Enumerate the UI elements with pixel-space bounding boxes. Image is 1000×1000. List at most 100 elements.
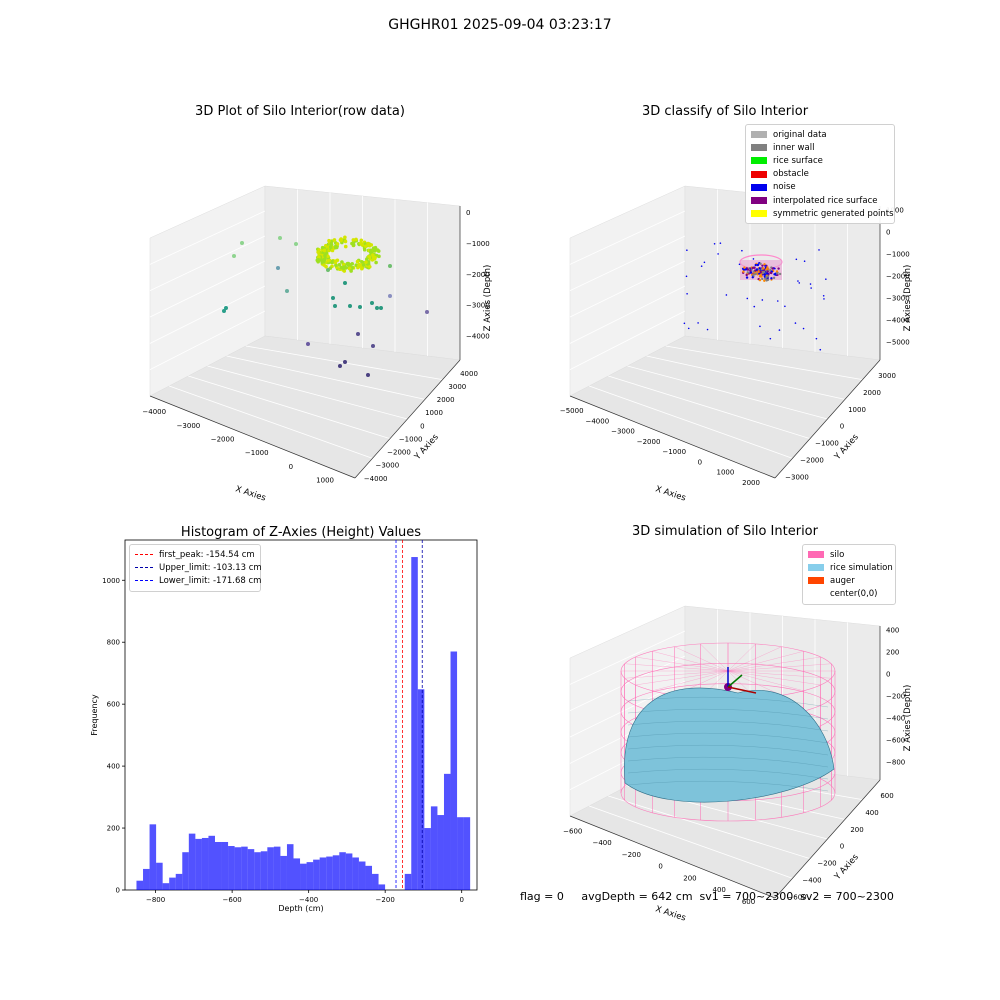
histogram-bar xyxy=(273,846,281,890)
legend-item: auger xyxy=(808,574,890,587)
x-axis-label: Depth (cm) xyxy=(278,904,323,913)
x-tick-label: 0 xyxy=(459,896,463,904)
histogram-bar xyxy=(241,846,248,890)
histogram-bar xyxy=(188,833,196,890)
y-tick-label: 1000 xyxy=(102,577,120,585)
y-tick-label: 0 xyxy=(116,887,120,895)
legend-swatch xyxy=(135,554,153,556)
histogram-bar xyxy=(221,841,229,890)
legend-swatch xyxy=(135,580,153,582)
histogram-bar xyxy=(149,824,157,890)
x-tick-label: −400 xyxy=(299,896,318,904)
histogram-title: Histogram of Z-Axies (Height) Values xyxy=(181,525,421,540)
legend-swatch xyxy=(808,564,824,572)
x-tick-label: −200 xyxy=(376,896,395,904)
legend-label: obstacle xyxy=(773,169,809,180)
legend-label: inner wall xyxy=(773,142,815,153)
status-footer: flag = 0 avgDepth = 642 cm sv1 = 700~230… xyxy=(520,890,894,903)
raw-plot-title: 3D Plot of Silo Interior(row data) xyxy=(195,104,405,119)
histogram-bar xyxy=(143,868,150,890)
legend-label: noise xyxy=(773,182,796,193)
histogram-bar xyxy=(411,557,418,890)
histogram-bar xyxy=(286,844,294,890)
histogram-bar xyxy=(378,884,386,890)
histogram-bar xyxy=(339,852,346,890)
legend-label: rice surface xyxy=(773,155,823,166)
legend-label: interpolated rice surface xyxy=(773,195,878,206)
histogram-bar xyxy=(450,651,458,890)
histogram-bar xyxy=(352,857,359,890)
figure-title: GHGHR01 2025-09-04 03:23:17 xyxy=(388,17,612,33)
legend-label: Lower_limit: -171.68 cm xyxy=(159,575,262,586)
legend-label: Upper_limit: -103.13 cm xyxy=(159,562,262,573)
histogram-bar xyxy=(358,861,366,890)
legend-swatch xyxy=(751,144,767,152)
legend-swatch xyxy=(751,131,767,139)
legend-label: first_peak: -154.54 cm xyxy=(159,549,255,560)
histogram-bar xyxy=(404,873,412,890)
histogram-bar xyxy=(169,877,176,890)
histogram-bar xyxy=(280,855,287,890)
legend-item: silo xyxy=(808,548,890,561)
y-tick-label: 600 xyxy=(107,701,120,709)
histogram-bar xyxy=(365,865,373,890)
legend-swatch xyxy=(808,551,824,559)
histogram-bar xyxy=(228,846,235,890)
histogram-bar xyxy=(424,828,431,890)
classify-legend: original data inner wall rice surface obsta… xyxy=(745,124,895,225)
legend-item: center(0,0) xyxy=(808,588,890,601)
y-tick-label: 200 xyxy=(107,825,120,833)
legend-label: symmetric generated points xyxy=(773,208,894,219)
y-tick-label: 800 xyxy=(107,639,120,647)
y-axis-label: Frequency xyxy=(90,694,99,736)
legend-swatch xyxy=(751,183,767,191)
histogram-legend: first_peak: -154.54 cm Upper_limit: -103.… xyxy=(129,544,262,592)
histogram-bar xyxy=(162,883,170,890)
histogram-bar xyxy=(136,880,144,890)
histogram-bar xyxy=(214,841,222,890)
histogram-bar xyxy=(195,838,202,890)
legend-label: rice simulation xyxy=(830,562,893,573)
legend-item: first_peak: -154.54 cm xyxy=(135,548,255,561)
simulation-plot-title: 3D simulation of Silo Interior xyxy=(632,524,818,539)
histogram-bar xyxy=(332,855,340,890)
histogram-bar xyxy=(319,857,327,890)
legend-item: Lower_limit: -171.68 cm xyxy=(135,574,261,587)
legend-item: rice simulation xyxy=(808,561,893,574)
legend-swatch xyxy=(808,591,824,598)
legend-label: auger xyxy=(830,575,855,586)
legend-item: noise xyxy=(751,181,889,194)
histogram-bar xyxy=(463,817,471,890)
histogram-bar xyxy=(234,847,242,890)
histogram-bar xyxy=(372,873,379,890)
histogram-bar xyxy=(254,852,261,890)
histogram-bar xyxy=(247,849,255,890)
histogram-bar xyxy=(417,689,425,890)
histogram-bar xyxy=(260,851,268,890)
histogram-bar xyxy=(457,817,464,890)
legend-item: original data xyxy=(751,128,889,141)
simulation-legend: silo rice simulation auger center(0,0) xyxy=(802,544,896,605)
histogram-bar xyxy=(175,873,183,890)
histogram-bar xyxy=(201,837,209,890)
x-tick-label: −600 xyxy=(223,896,242,904)
legend-item: interpolated rice surface xyxy=(751,194,889,207)
histogram-bar xyxy=(156,862,163,890)
histogram-bar xyxy=(430,806,438,890)
histogram-bar xyxy=(182,852,189,890)
histogram-bar xyxy=(345,853,353,890)
classify-plot-title: 3D classify of Silo Interior xyxy=(641,104,809,119)
histogram-bar xyxy=(300,863,307,890)
legend-swatch xyxy=(135,567,153,569)
legend-item: symmetric generated points xyxy=(751,207,894,220)
histogram-bar xyxy=(267,847,274,890)
legend-label: silo xyxy=(830,549,845,560)
legend-item: obstacle xyxy=(751,168,889,181)
legend-swatch xyxy=(808,577,824,585)
histogram-bar xyxy=(293,858,301,890)
legend-item: rice surface xyxy=(751,154,889,167)
histogram-bar xyxy=(306,862,314,890)
histogram-bar xyxy=(326,856,333,890)
legend-swatch xyxy=(751,170,767,178)
